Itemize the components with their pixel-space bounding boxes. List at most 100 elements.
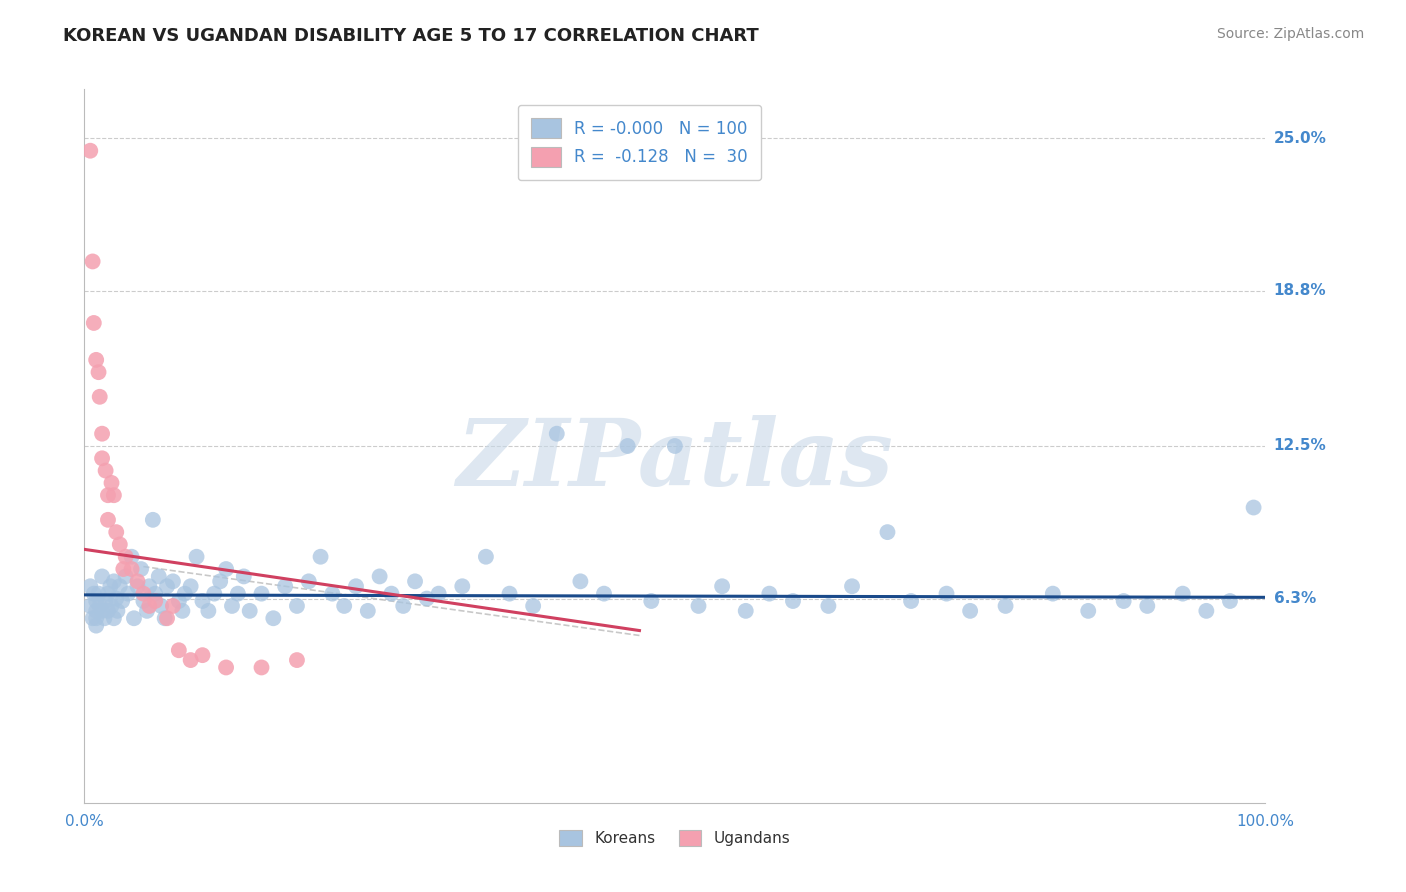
Text: 12.5%: 12.5% (1274, 439, 1326, 453)
Point (148, 569, 170, 583)
Point (546, 426, 568, 441)
Point (959, 604, 981, 618)
Point (98, 579, 121, 593)
Point (1243, 500, 1265, 515)
Point (136, 604, 159, 618)
Point (100, 599, 122, 613)
Point (664, 439, 686, 453)
Point (640, 594, 662, 608)
Point (132, 587, 155, 601)
Point (84, 352, 107, 367)
Point (900, 594, 922, 608)
Point (180, 579, 202, 593)
Point (616, 439, 638, 453)
Point (84, 604, 107, 618)
Point (114, 569, 136, 583)
Point (105, 525, 128, 540)
Point (232, 569, 254, 583)
Point (122, 611, 145, 625)
Point (593, 587, 616, 601)
Point (172, 604, 194, 618)
Legend: Koreans, Ugandans: Koreans, Ugandans (553, 824, 797, 852)
Point (734, 604, 756, 618)
Point (817, 599, 839, 613)
Point (215, 562, 238, 576)
Point (108, 579, 131, 593)
Point (1219, 594, 1241, 608)
Point (191, 648, 214, 662)
Point (91, 451, 114, 466)
Point (404, 574, 426, 589)
Point (1112, 594, 1135, 608)
Point (498, 587, 520, 601)
Point (167, 594, 190, 608)
Point (475, 549, 498, 564)
Point (191, 594, 214, 608)
Point (162, 599, 184, 613)
Point (83, 316, 105, 330)
Point (186, 549, 208, 564)
Point (285, 653, 308, 667)
Text: 25.0%: 25.0% (1274, 131, 1327, 146)
Point (368, 569, 391, 583)
Text: ZIPatlas: ZIPatlas (457, 416, 893, 505)
Point (173, 587, 195, 601)
Point (94, 464, 117, 478)
Point (82, 611, 104, 625)
Point (250, 587, 273, 601)
Point (841, 579, 863, 593)
Point (132, 594, 155, 608)
Point (107, 604, 129, 618)
Point (180, 653, 202, 667)
Point (380, 587, 402, 601)
Point (100, 475, 122, 490)
Point (89, 599, 111, 613)
Point (87, 365, 110, 379)
Point (250, 660, 273, 674)
Point (994, 599, 1017, 613)
Point (112, 562, 135, 576)
Point (451, 579, 474, 593)
Point (89, 390, 111, 404)
Point (239, 604, 262, 618)
Point (83, 587, 105, 601)
Point (138, 599, 160, 613)
Point (197, 604, 219, 618)
Point (209, 574, 232, 589)
Point (97, 604, 120, 618)
Point (688, 599, 710, 613)
Text: KOREAN VS UGANDAN DISABILITY AGE 5 TO 17 CORRELATION CHART: KOREAN VS UGANDAN DISABILITY AGE 5 TO 17… (63, 27, 759, 45)
Point (333, 599, 356, 613)
Point (162, 574, 184, 589)
Point (79, 579, 101, 593)
Point (427, 587, 450, 601)
Point (167, 643, 190, 657)
Point (1042, 587, 1064, 601)
Point (1195, 604, 1218, 618)
Point (121, 562, 143, 576)
Point (84, 611, 107, 625)
Point (142, 513, 165, 527)
Point (309, 549, 332, 564)
Point (298, 574, 321, 589)
Point (935, 587, 957, 601)
Point (91, 569, 114, 583)
Point (79, 144, 101, 158)
Point (143, 594, 166, 608)
Point (569, 574, 592, 589)
Point (344, 579, 367, 593)
Text: 18.8%: 18.8% (1274, 284, 1326, 299)
Point (127, 574, 149, 589)
Point (79, 599, 101, 613)
Point (711, 579, 734, 593)
Text: 6.3%: 6.3% (1274, 591, 1316, 606)
Point (103, 574, 125, 589)
Point (143, 587, 166, 601)
Point (321, 587, 343, 601)
Point (108, 537, 131, 551)
Point (129, 562, 152, 576)
Point (84, 594, 107, 608)
Point (782, 594, 804, 608)
Point (93, 611, 115, 625)
Point (285, 599, 308, 613)
